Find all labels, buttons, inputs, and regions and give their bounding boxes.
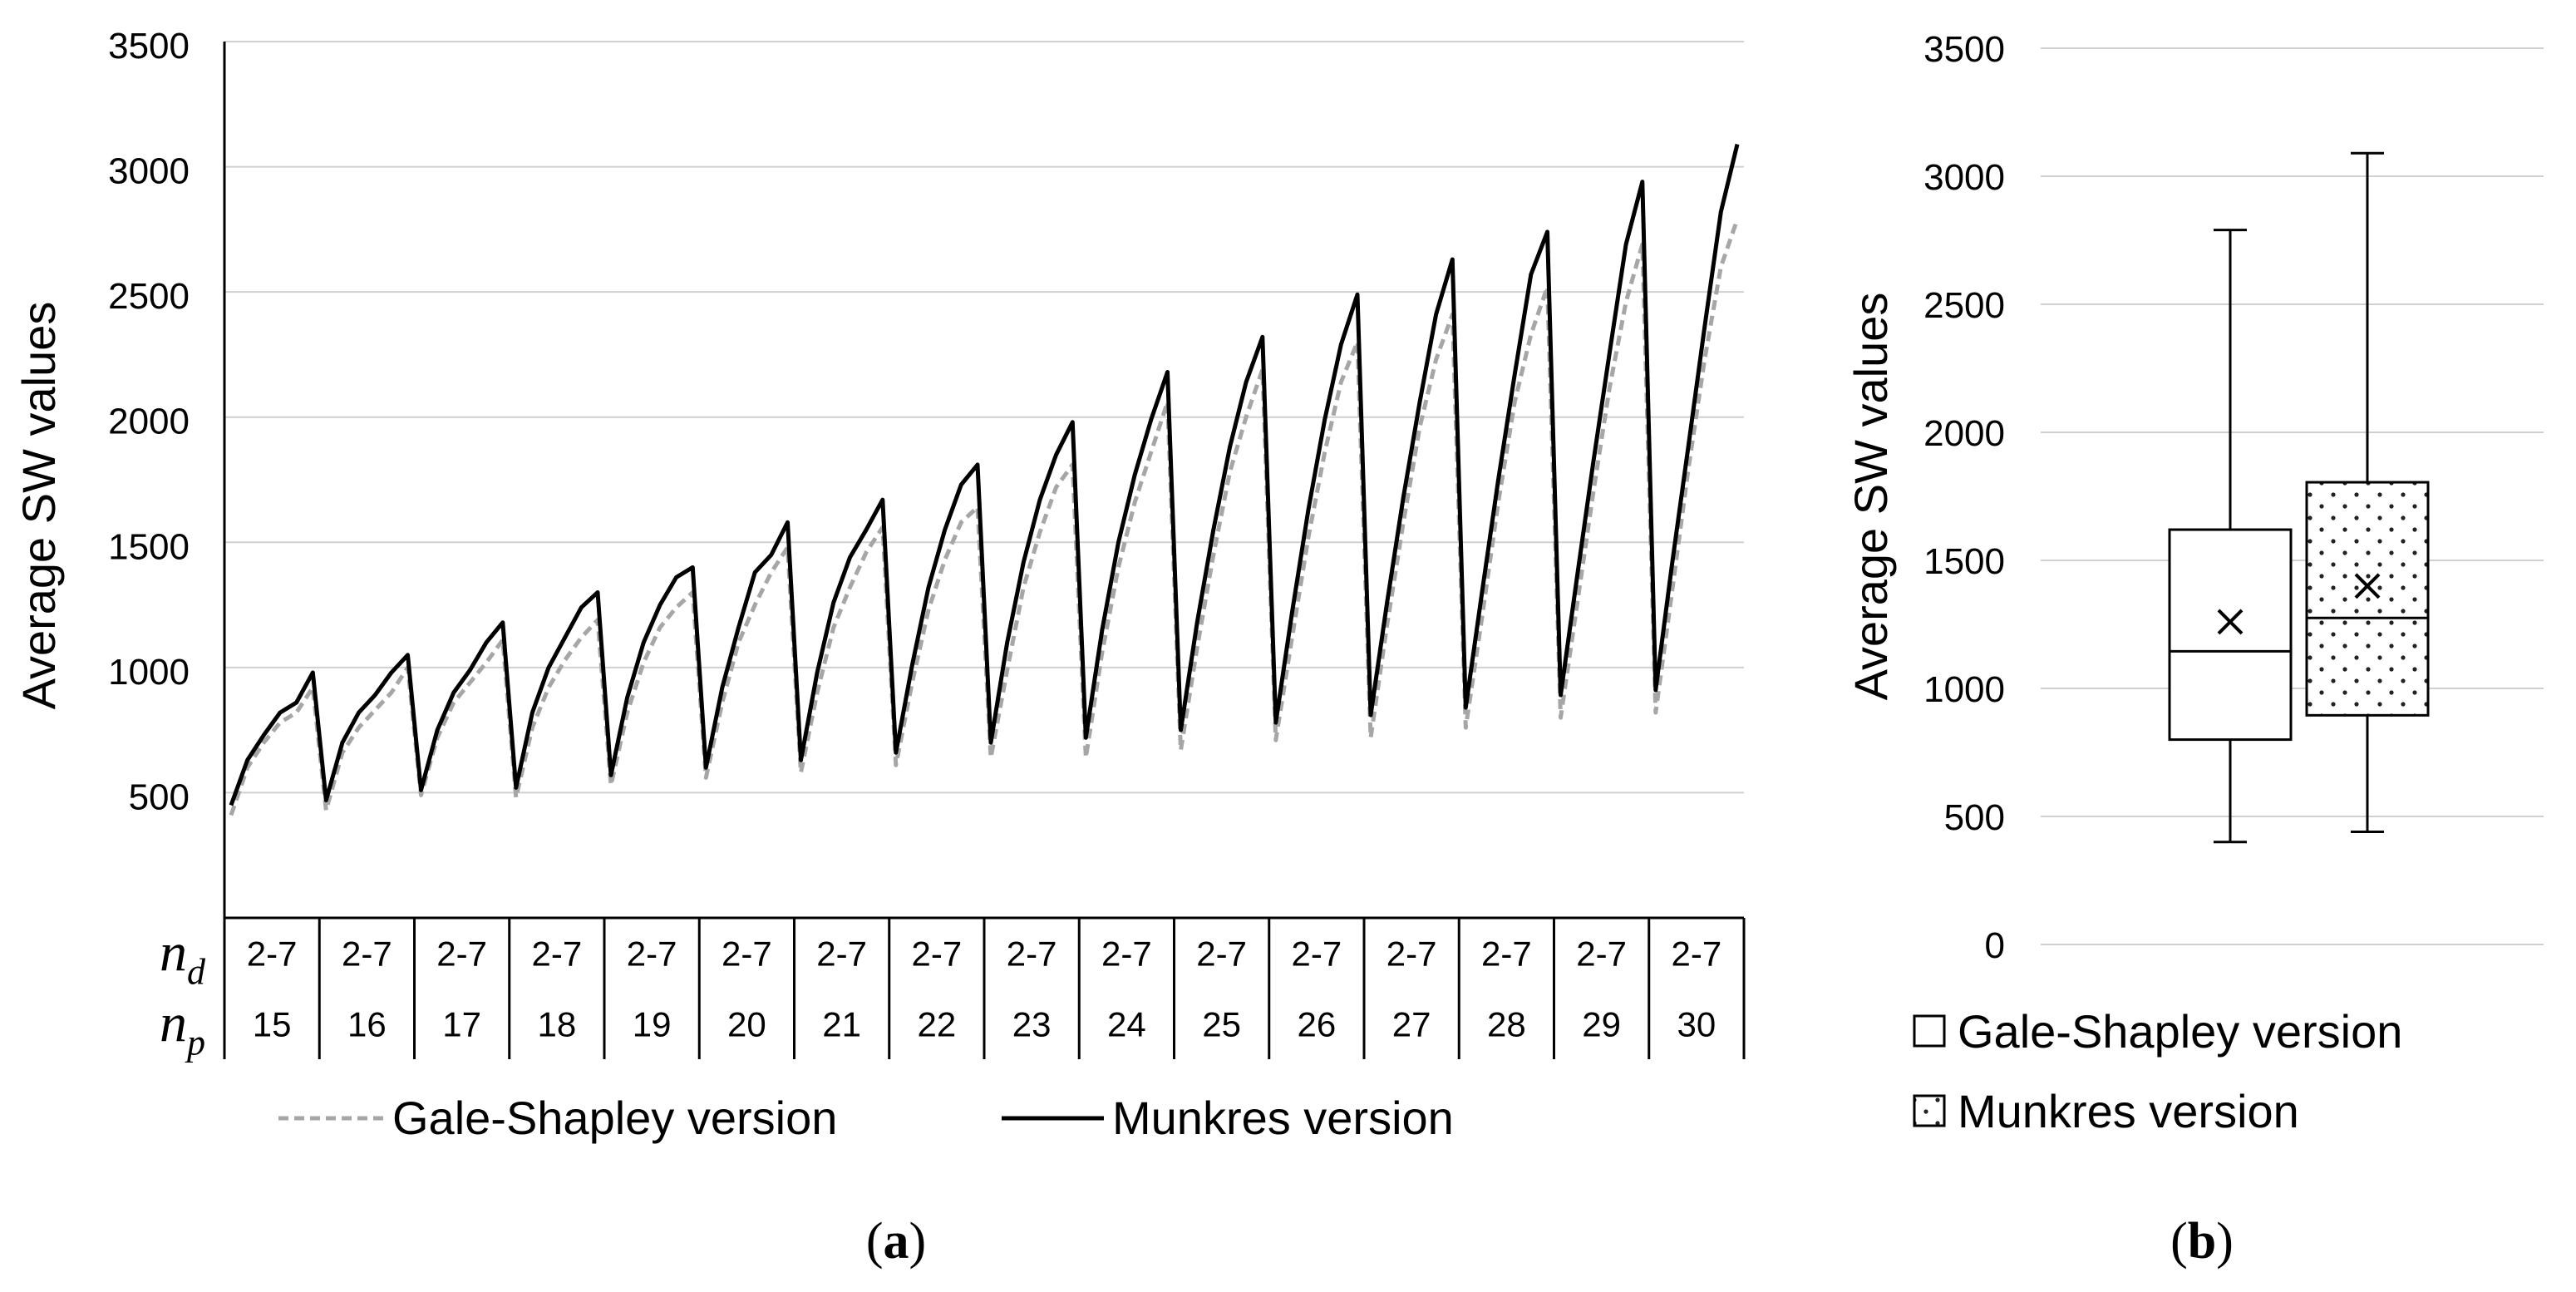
category-cell-np: 28 [1487, 1005, 1526, 1044]
y-tick-labels: 0 500 1000 1500 2000 2500 3000 3500 [1923, 29, 2005, 966]
category-cell-np: 29 [1582, 1005, 1621, 1044]
category-cell-nd: 2-7 [436, 934, 487, 974]
legend-swatch-gale-shapley [1913, 1014, 1946, 1048]
category-cell-np: 18 [538, 1005, 577, 1044]
box-gale-shapley-version [2168, 229, 2293, 844]
category-cell-nd: 2-7 [1672, 934, 1722, 974]
y-tick-label: 1500 [1923, 541, 2005, 582]
category-cell-nd: 2-7 [1387, 934, 1437, 974]
box-munkres-version [2305, 151, 2430, 833]
category-cell-nd: 2-7 [1101, 934, 1152, 974]
y-tick-label: 500 [129, 777, 190, 817]
category-cell-nd: 2-7 [342, 934, 392, 974]
category-cell-np: 24 [1107, 1005, 1146, 1044]
series-lines [229, 143, 1740, 816]
legend-label-gale-shapley: Gale-Shapley version [392, 1092, 837, 1144]
row-label-np: np [160, 994, 205, 1063]
label-a: (a) [866, 1213, 926, 1270]
category-cell-nd: 2-7 [532, 934, 583, 974]
y-tick-label: 1000 [1923, 669, 2005, 710]
category-cell-np: 30 [1677, 1005, 1717, 1044]
category-cell-np: 20 [727, 1005, 766, 1044]
mean-marker [2217, 609, 2244, 635]
category-cell-nd: 2-7 [816, 934, 867, 974]
y-axis-label: Average SW values [12, 302, 65, 710]
y-tick-label: 3000 [108, 151, 190, 192]
category-cell-np: 22 [918, 1005, 957, 1044]
category-cell-nd: 2-7 [627, 934, 677, 974]
legend-label-munkres: Munkres version [1958, 1085, 2299, 1137]
category-cell-nd: 2-7 [1196, 934, 1247, 974]
category-cell-np: 16 [347, 1005, 387, 1044]
iqr-box [2305, 481, 2430, 717]
y-tick-label: 3500 [108, 26, 190, 67]
legend-label-gale-shapley: Gale-Shapley version [1958, 1005, 2402, 1058]
category-cell-nd: 2-7 [722, 934, 772, 974]
legend: Gale-Shapley version Munkres version [278, 1092, 1454, 1144]
category-table: nd 2-7 2-7 2-7 2-7 2-7 2-7 2-7 2-7 2-7 2-7 2-7 2-7 2-… [160, 916, 1746, 1063]
y-tick-label: 3000 [1923, 157, 2005, 198]
row-label-nd: nd [160, 923, 206, 993]
y-tick-label: 500 [1944, 797, 2005, 838]
category-cell-nd: 2-7 [1007, 934, 1057, 974]
y-tick-label: 0 [1985, 925, 2005, 966]
category-cell-np: 17 [442, 1005, 481, 1044]
boxes [2168, 151, 2430, 844]
gale-shapley-versionline [229, 218, 1740, 816]
category-cell-np: 15 [253, 1005, 292, 1044]
y-tick-label: 2000 [1923, 413, 2005, 454]
category-cell-np: 25 [1202, 1005, 1241, 1044]
category-cell-nd: 2-7 [912, 934, 963, 974]
category-cell-np: 26 [1298, 1005, 1337, 1044]
box-plot-panel: 0 500 1000 1500 2000 2500 3000 3500 Average SW … [1845, 29, 2544, 1137]
gridlines [2041, 47, 2544, 945]
label-b: (b) [2170, 1213, 2234, 1270]
munkres-versionline [229, 143, 1740, 806]
y-tick-label: 2000 [108, 402, 190, 442]
y-tick-label: 1000 [108, 652, 190, 693]
y-tick-label: 2500 [108, 276, 190, 317]
y-tick-label: 2500 [1923, 285, 2005, 326]
category-cell-nd: 2-7 [1576, 934, 1627, 974]
category-cell-nd: 2-7 [1292, 934, 1342, 974]
mean-marker [2354, 573, 2381, 599]
category-cell-nd: 2-7 [1481, 934, 1532, 974]
category-cell-nd: 2-7 [247, 934, 298, 974]
y-tick-label: 1500 [108, 526, 190, 567]
line-chart-panel: 500 1000 1500 2000 2500 3000 3500 Average SW v… [12, 26, 1746, 1144]
category-cell-np: 23 [1012, 1005, 1052, 1044]
legend-swatch-munkres [1913, 1094, 1946, 1127]
y-axis-label: Average SW values [1845, 293, 1897, 701]
category-cell-np: 19 [633, 1005, 672, 1044]
category-cell-np: 21 [822, 1005, 861, 1044]
y-tick-label: 3500 [1923, 29, 2005, 70]
iqr-box [2168, 528, 2293, 742]
y-tick-labels: 500 1000 1500 2000 2500 3000 3500 [108, 26, 190, 817]
legend: Gale-Shapley version Munkres version [1913, 1005, 2402, 1137]
legend-label-munkres: Munkres version [1112, 1092, 1454, 1144]
gridlines [224, 41, 1744, 794]
category-cell-np: 27 [1392, 1005, 1431, 1044]
